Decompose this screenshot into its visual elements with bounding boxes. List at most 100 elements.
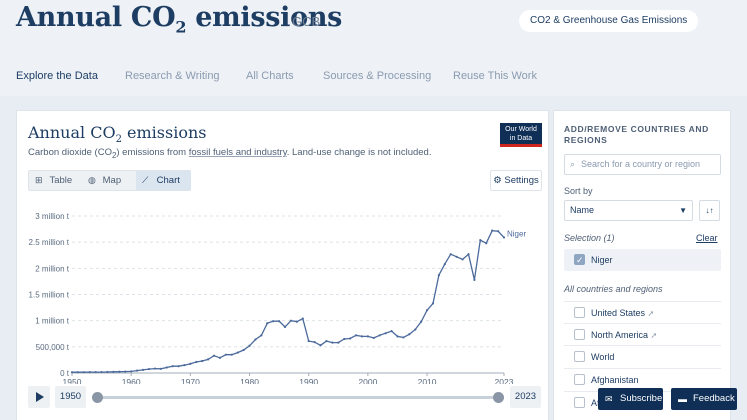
checkbox[interactable] bbox=[574, 397, 585, 408]
data-point bbox=[319, 344, 322, 347]
view-tabs: ⊞ Table ◍ Map ⟋ Chart bbox=[28, 170, 191, 191]
data-point bbox=[112, 370, 115, 373]
data-point bbox=[266, 322, 269, 325]
y-tick-label: 2.5 million t bbox=[29, 238, 70, 247]
x-tick-label: 2000 bbox=[358, 377, 377, 384]
play-button[interactable] bbox=[28, 386, 50, 408]
data-point bbox=[82, 371, 85, 374]
entity-united-states[interactable]: United States ➚ bbox=[564, 301, 721, 323]
subtitle-part-c: . Land-use change is not included. bbox=[286, 147, 432, 158]
checkbox[interactable] bbox=[574, 307, 585, 318]
data-point bbox=[408, 333, 411, 336]
tab-table[interactable]: ⊞ Table bbox=[29, 171, 80, 190]
chart-title-main: Annual CO bbox=[28, 123, 116, 142]
page-source-label: GCB bbox=[292, 14, 321, 29]
timeline: 1950 2023 bbox=[17, 384, 550, 410]
data-point bbox=[366, 335, 369, 338]
data-point bbox=[260, 334, 263, 337]
page-title: Annual CO2 emissions bbox=[16, 2, 342, 36]
data-point bbox=[349, 337, 352, 340]
sort-by-select[interactable]: Name ▼ bbox=[564, 200, 693, 221]
y-tick-label: 0 t bbox=[60, 369, 70, 378]
data-point bbox=[378, 334, 381, 337]
tab-chart-label: Chart bbox=[156, 175, 180, 186]
data-point bbox=[449, 253, 452, 256]
timeline-start-handle[interactable] bbox=[92, 392, 103, 403]
entity-world[interactable]: World bbox=[564, 345, 721, 367]
chevron-down-icon: ▼ bbox=[679, 206, 687, 215]
y-tick-label: 500,000 t bbox=[36, 343, 70, 352]
nav-sources-and-processing[interactable]: Sources & Processing bbox=[323, 70, 432, 82]
page-title-tail: emissions bbox=[186, 2, 343, 33]
data-point bbox=[207, 358, 210, 361]
data-point bbox=[402, 336, 405, 339]
nav-explore-the-data[interactable]: Explore the Data bbox=[16, 70, 98, 82]
country-search-input[interactable]: ⌕ Search for a country or region bbox=[564, 154, 721, 175]
checkbox[interactable] bbox=[574, 351, 585, 362]
checkbox[interactable] bbox=[574, 329, 585, 340]
data-point bbox=[236, 351, 239, 354]
settings-button[interactable]: ⚙ Settings bbox=[490, 170, 542, 191]
feedback-button[interactable]: ▬ Feedback bbox=[671, 388, 737, 410]
data-point bbox=[289, 319, 293, 322]
logo-line-1: Our World bbox=[505, 126, 537, 133]
data-point bbox=[467, 253, 470, 256]
sort-by-value: Name bbox=[570, 205, 595, 215]
logo-line-2: in Data bbox=[509, 134, 533, 142]
tab-map[interactable]: ◍ Map bbox=[82, 171, 134, 190]
nav-all-charts[interactable]: All Charts bbox=[246, 70, 294, 82]
search-icon: ⌕ bbox=[570, 159, 576, 169]
page-title-main: Annual CO bbox=[16, 2, 176, 33]
data-point bbox=[124, 370, 127, 373]
fossil-fuels-link[interactable]: fossil fuels and industry bbox=[188, 147, 287, 158]
entity-selector-heading: ADD/REMOVE COUNTRIES AND REGIONS bbox=[564, 124, 709, 145]
pin-icon: ➚ bbox=[650, 331, 658, 340]
x-tick-label: 1970 bbox=[181, 377, 200, 384]
timeline-track[interactable] bbox=[97, 396, 499, 399]
selected-entity-niger[interactable]: Niger bbox=[564, 249, 721, 271]
feedback-label: Feedback bbox=[693, 393, 735, 404]
checkbox[interactable] bbox=[574, 374, 585, 385]
data-point bbox=[165, 366, 168, 369]
x-tick-label: 1990 bbox=[299, 377, 318, 384]
chart-plot[interactable]: 0 t 500,000 t 1 million t 1.5 million t 2 mi… bbox=[17, 199, 550, 384]
sort-order-icon: ↓↑ bbox=[705, 206, 714, 215]
data-point bbox=[491, 229, 494, 232]
entity-north-america[interactable]: North America ➚ bbox=[564, 323, 721, 345]
table-icon: ⊞ bbox=[35, 175, 43, 185]
data-point bbox=[313, 341, 316, 344]
clear-selection-link[interactable]: Clear bbox=[696, 233, 718, 243]
data-point bbox=[295, 320, 298, 323]
timeline-end-handle[interactable] bbox=[493, 392, 504, 403]
nav-reuse-this-work[interactable]: Reuse This Work bbox=[453, 70, 537, 82]
search-placeholder: Search for a country or region bbox=[581, 159, 701, 169]
selection-count-label: Selection (1) bbox=[564, 233, 615, 243]
subscribe-button[interactable]: ✉ Subscribe bbox=[598, 388, 663, 410]
checkbox-checked[interactable] bbox=[574, 249, 585, 271]
nav-research-and-writing[interactable]: Research & Writing bbox=[125, 70, 220, 82]
data-point bbox=[153, 367, 156, 370]
timeline-end-year[interactable]: 2023 bbox=[510, 386, 541, 408]
page-header: Annual CO2 emissions GCB CO2 & Greenhous… bbox=[0, 0, 747, 96]
data-point bbox=[372, 336, 375, 340]
y-tick-label: 2 million t bbox=[35, 264, 70, 273]
data-point bbox=[360, 335, 364, 338]
data-point bbox=[437, 274, 441, 277]
topic-pill-link[interactable]: CO2 & Greenhouse Gas Emissions bbox=[519, 10, 699, 32]
data-point bbox=[414, 328, 417, 331]
data-point bbox=[455, 255, 458, 258]
sort-order-button[interactable]: ↓↑ bbox=[699, 200, 720, 221]
data-point bbox=[106, 370, 109, 374]
globe-icon: ◍ bbox=[88, 175, 96, 185]
entity-afghanistan[interactable]: Afghanistan bbox=[564, 368, 721, 390]
data-point bbox=[384, 332, 387, 335]
chart-subtitle: Carbon dioxide (CO2) emissions from foss… bbox=[28, 147, 431, 160]
timeline-start-year[interactable]: 1950 bbox=[55, 386, 86, 408]
data-point bbox=[461, 258, 464, 261]
tab-chart[interactable]: ⟋ Chart bbox=[136, 171, 191, 190]
data-point bbox=[420, 320, 423, 323]
data-point bbox=[443, 263, 446, 266]
owid-logo[interactable]: Our World in Data bbox=[500, 123, 542, 147]
tab-table-label: Table bbox=[49, 175, 73, 186]
data-point bbox=[135, 369, 139, 372]
